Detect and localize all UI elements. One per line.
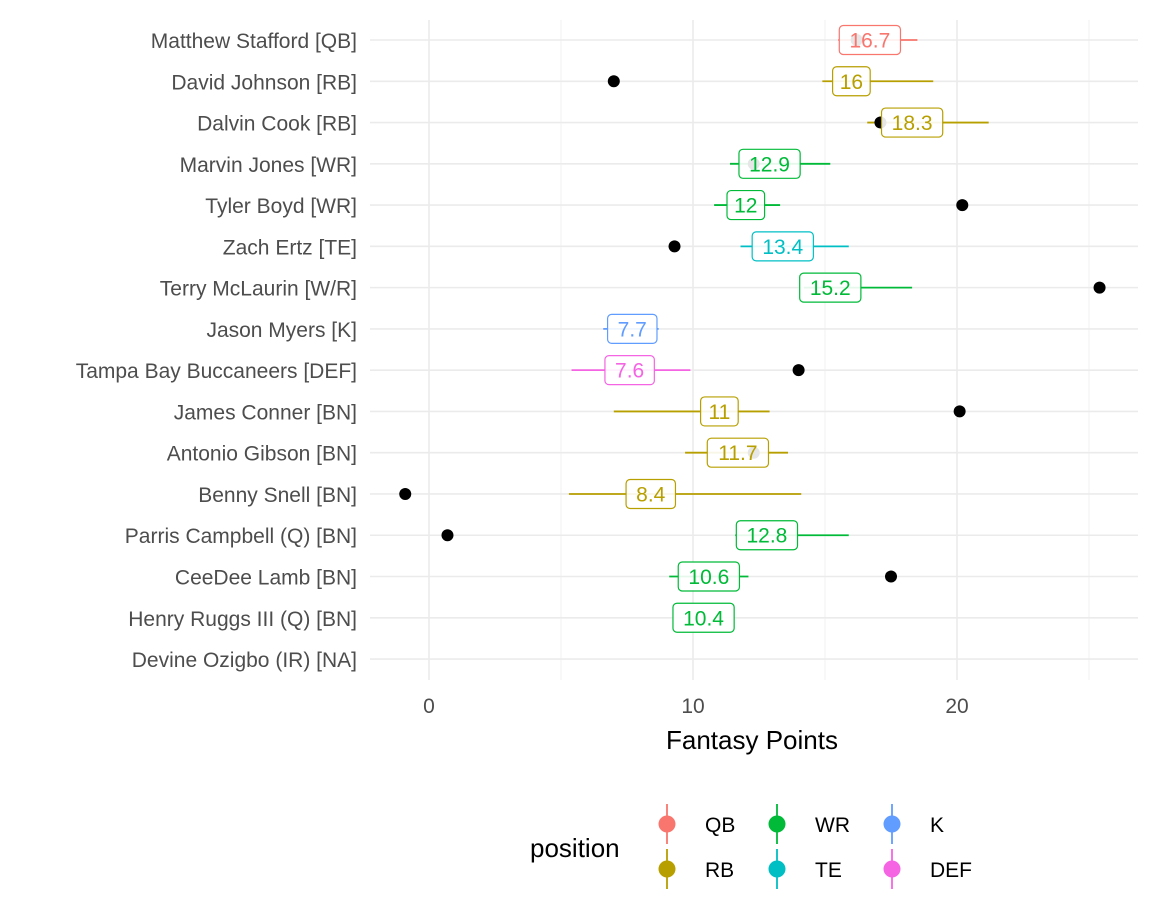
projection-label: 10.6 bbox=[677, 561, 741, 592]
svg-text:16.7: 16.7 bbox=[849, 30, 890, 53]
actual-point bbox=[956, 199, 969, 212]
projection-label: 12.8 bbox=[735, 520, 799, 551]
actual-point bbox=[441, 529, 454, 542]
x-tick-label: 10 bbox=[681, 695, 704, 718]
y-tick-label: Jason Myers [K] bbox=[206, 319, 357, 342]
svg-text:7.6: 7.6 bbox=[615, 360, 644, 383]
legend-title: position bbox=[530, 833, 620, 863]
svg-text:12.8: 12.8 bbox=[746, 525, 787, 548]
legend-label: K bbox=[930, 814, 944, 837]
y-axis-labels: Matthew Stafford [QB] David Johnson [RB] D… bbox=[76, 30, 357, 672]
y-tick-label: James Conner [BN] bbox=[174, 401, 357, 424]
y-tick-label: Marvin Jones [WR] bbox=[180, 154, 357, 177]
svg-text:15.2: 15.2 bbox=[810, 277, 851, 300]
projection-label: 8.4 bbox=[625, 478, 677, 510]
grid-lines bbox=[370, 20, 1138, 680]
legend: position QB RB WR TE K DEF bbox=[530, 804, 972, 889]
projection-label: 12.9 bbox=[738, 148, 801, 179]
actual-point bbox=[399, 487, 412, 500]
legend-item: RB bbox=[658, 849, 734, 889]
legend-item: QB bbox=[658, 804, 735, 844]
svg-text:11.7: 11.7 bbox=[718, 442, 757, 465]
legend-label: DEF bbox=[930, 859, 972, 882]
projection-label: 10.4 bbox=[672, 602, 735, 633]
svg-text:12.9: 12.9 bbox=[749, 153, 790, 176]
legend-item: K bbox=[883, 804, 944, 844]
actual-point bbox=[1093, 281, 1106, 294]
svg-text:18.3: 18.3 bbox=[892, 112, 933, 135]
y-tick-label: Benny Snell [BN] bbox=[198, 484, 357, 507]
projection-label: 7.7 bbox=[606, 313, 658, 344]
x-tick-label: 20 bbox=[945, 695, 968, 718]
projection-label: 16.7 bbox=[838, 24, 902, 56]
y-tick-label: Dalvin Cook [RB] bbox=[197, 113, 357, 136]
legend-item: WR bbox=[768, 804, 850, 844]
svg-text:10.4: 10.4 bbox=[683, 607, 724, 630]
actual-point bbox=[668, 240, 681, 253]
legend-label: RB bbox=[705, 859, 734, 882]
projection-label: 18.3 bbox=[880, 107, 944, 138]
actual-points bbox=[399, 34, 1106, 583]
svg-text:13.4: 13.4 bbox=[762, 236, 803, 259]
projection-label: 7.6 bbox=[604, 355, 655, 386]
x-axis-title: Fantasy Points bbox=[666, 725, 838, 755]
legend-item: TE bbox=[768, 849, 842, 889]
svg-text:12: 12 bbox=[734, 195, 757, 218]
y-tick-label: Devine Ozigbo (IR) [NA] bbox=[132, 649, 357, 672]
y-tick-label: Tampa Bay Buccaneers [DEF] bbox=[76, 360, 357, 383]
projection-label: 11 bbox=[699, 396, 739, 427]
y-tick-label: David Johnson [RB] bbox=[171, 71, 357, 94]
y-tick-label: Terry McLaurin [W/R] bbox=[160, 278, 357, 301]
actual-point bbox=[607, 75, 620, 88]
legend-label: TE bbox=[815, 859, 842, 882]
svg-text:7.7: 7.7 bbox=[618, 318, 647, 341]
svg-text:16: 16 bbox=[840, 71, 863, 94]
svg-text:8.4: 8.4 bbox=[636, 483, 666, 506]
y-tick-label: Parris Campbell (Q) [BN] bbox=[125, 525, 357, 548]
svg-text:11: 11 bbox=[708, 401, 730, 424]
legend-label: QB bbox=[705, 814, 735, 837]
actual-point bbox=[792, 364, 805, 377]
legend-label: WR bbox=[815, 814, 850, 837]
legend-item: DEF bbox=[883, 849, 972, 889]
svg-text:10.6: 10.6 bbox=[688, 566, 729, 589]
x-axis-ticks: 0 10 20 bbox=[423, 695, 969, 718]
actual-point bbox=[885, 570, 897, 583]
y-tick-label: CeeDee Lamb [BN] bbox=[175, 567, 357, 590]
projection-label: 12 bbox=[726, 189, 766, 221]
projection-label: 15.2 bbox=[799, 272, 862, 303]
x-tick-label: 0 bbox=[423, 695, 435, 718]
projection-label: 11.7 bbox=[706, 437, 770, 468]
y-tick-label: Tyler Boyd [WR] bbox=[205, 195, 357, 218]
y-tick-label: Henry Ruggs III (Q) [BN] bbox=[128, 608, 357, 631]
y-tick-label: Zach Ertz [TE] bbox=[223, 236, 357, 259]
projection-label: 16 bbox=[831, 66, 871, 97]
y-tick-label: Matthew Stafford [QB] bbox=[151, 30, 357, 53]
actual-point bbox=[953, 405, 966, 418]
projection-label: 13.4 bbox=[751, 231, 814, 262]
y-tick-label: Antonio Gibson [BN] bbox=[167, 443, 357, 466]
